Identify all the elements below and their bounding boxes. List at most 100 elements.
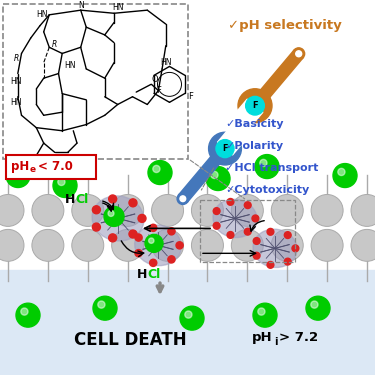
Circle shape (213, 222, 220, 229)
Circle shape (311, 230, 343, 261)
Polygon shape (178, 145, 230, 202)
Circle shape (129, 199, 137, 207)
Circle shape (211, 171, 218, 178)
Circle shape (109, 234, 117, 242)
Ellipse shape (135, 225, 181, 266)
Circle shape (216, 140, 234, 158)
Circle shape (6, 164, 30, 188)
Circle shape (112, 230, 144, 261)
Text: H: H (136, 268, 147, 281)
Circle shape (333, 164, 357, 188)
Circle shape (148, 238, 154, 243)
Circle shape (271, 230, 303, 261)
Text: < 7.0: < 7.0 (38, 160, 73, 172)
Circle shape (255, 154, 279, 178)
Circle shape (231, 195, 263, 226)
Circle shape (11, 168, 18, 176)
Text: ✓pH selectivity: ✓pH selectivity (228, 19, 342, 32)
Circle shape (168, 256, 175, 263)
Circle shape (0, 230, 24, 261)
Text: HN: HN (64, 62, 75, 70)
Bar (200, 201, 295, 262)
Circle shape (267, 228, 274, 235)
Circle shape (0, 195, 24, 226)
Text: R: R (52, 40, 57, 49)
Circle shape (72, 195, 104, 226)
Ellipse shape (213, 199, 257, 238)
Text: F: F (188, 92, 192, 101)
Text: ✓Cytotoxicity: ✓Cytotoxicity (225, 184, 309, 195)
Text: HN: HN (10, 98, 22, 107)
Ellipse shape (253, 229, 297, 267)
Circle shape (104, 207, 124, 226)
FancyBboxPatch shape (6, 154, 96, 178)
Circle shape (267, 261, 274, 268)
Ellipse shape (92, 196, 144, 241)
Circle shape (153, 165, 160, 172)
Circle shape (296, 51, 302, 57)
Circle shape (258, 308, 265, 315)
Circle shape (108, 210, 114, 216)
Text: > 7.2: > 7.2 (279, 331, 318, 344)
Circle shape (135, 249, 142, 257)
Circle shape (253, 252, 260, 259)
Circle shape (209, 132, 242, 165)
Circle shape (284, 258, 291, 265)
Circle shape (206, 166, 230, 190)
Circle shape (180, 196, 186, 202)
Circle shape (32, 230, 64, 261)
Circle shape (292, 245, 299, 252)
Circle shape (98, 301, 105, 308)
Circle shape (244, 228, 251, 235)
Circle shape (227, 231, 234, 238)
Circle shape (176, 242, 183, 249)
Circle shape (92, 206, 100, 214)
Circle shape (168, 228, 175, 235)
Circle shape (129, 230, 137, 238)
Circle shape (150, 224, 157, 231)
Circle shape (145, 234, 163, 252)
Text: pH: pH (11, 160, 29, 172)
Circle shape (351, 230, 375, 261)
Circle shape (253, 238, 260, 244)
Text: e: e (30, 165, 36, 174)
Text: H: H (64, 194, 75, 207)
Circle shape (306, 296, 330, 320)
Text: F: F (252, 101, 258, 110)
Bar (0, 270, 375, 375)
Text: O: O (152, 75, 158, 84)
Circle shape (351, 195, 375, 226)
Circle shape (252, 215, 259, 222)
Circle shape (92, 223, 100, 231)
Polygon shape (231, 99, 263, 132)
Circle shape (135, 234, 142, 241)
Circle shape (192, 230, 224, 261)
Text: HN: HN (160, 58, 171, 67)
Circle shape (271, 195, 303, 226)
Circle shape (192, 195, 224, 226)
Text: ✓Polarity: ✓Polarity (225, 141, 283, 151)
Text: CELL DEATH: CELL DEATH (74, 331, 186, 349)
Circle shape (150, 259, 157, 267)
Circle shape (152, 195, 183, 226)
Text: F: F (156, 86, 161, 95)
Circle shape (185, 311, 192, 318)
Polygon shape (217, 123, 248, 155)
Circle shape (32, 195, 64, 226)
Circle shape (177, 193, 189, 204)
Text: ✓Basicity: ✓Basicity (225, 118, 284, 129)
Text: Cl: Cl (75, 194, 88, 207)
Circle shape (246, 96, 264, 115)
Bar (3, 4, 188, 159)
Circle shape (112, 195, 144, 226)
Circle shape (293, 48, 304, 60)
Circle shape (58, 178, 65, 186)
Circle shape (148, 160, 172, 184)
Text: HN: HN (10, 77, 22, 86)
Circle shape (16, 303, 40, 327)
Text: F: F (222, 144, 228, 153)
Circle shape (21, 308, 28, 315)
Circle shape (180, 306, 204, 330)
Circle shape (213, 208, 220, 214)
Circle shape (238, 89, 272, 123)
